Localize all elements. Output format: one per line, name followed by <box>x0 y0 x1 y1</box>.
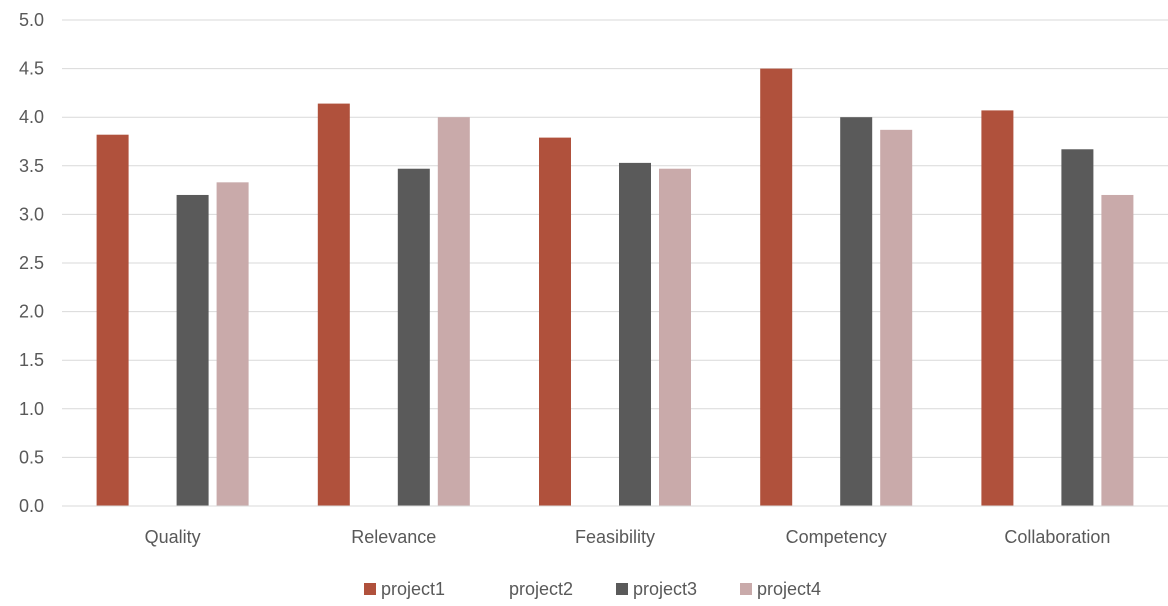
x-category-label: Competency <box>786 527 887 547</box>
legend-swatch-project1 <box>364 583 376 595</box>
bar-project4-feasibility <box>659 168 691 506</box>
x-axis-category-labels: Quality Relevance Feasibility Competency Col… <box>145 527 1111 547</box>
bar-project3-collaboration <box>1061 149 1094 506</box>
legend-swatch-project3 <box>616 583 628 595</box>
x-category-label: Feasibility <box>575 527 655 547</box>
legend-swatch-project2 <box>492 583 504 595</box>
bar-project1-feasibility <box>539 137 571 506</box>
y-tick-label: 0.5 <box>19 447 44 467</box>
bar-project3-competency <box>840 117 873 506</box>
legend: project1 project2 project3 project4 <box>364 579 821 599</box>
bar-project1-competency <box>760 68 793 506</box>
y-tick-label: 5.0 <box>19 10 44 30</box>
bar-project3-relevance <box>397 168 430 506</box>
legend-label-project2: project2 <box>509 579 573 599</box>
legend-label-project4: project4 <box>757 579 821 599</box>
bar-project3-quality <box>176 194 209 506</box>
bar-project4-collaboration <box>1101 194 1134 506</box>
legend-swatch-project4 <box>740 583 752 595</box>
y-tick-label: 3.5 <box>19 156 44 176</box>
y-tick-label: 1.0 <box>19 399 44 419</box>
y-tick-label: 2.5 <box>19 253 44 273</box>
bar-project1-relevance <box>317 103 350 506</box>
bars <box>96 68 1134 507</box>
y-tick-label: 0.0 <box>19 496 44 516</box>
y-tick-label: 3.0 <box>19 204 44 224</box>
y-tick-label: 2.0 <box>19 302 44 322</box>
y-tick-label: 1.5 <box>19 350 44 370</box>
bar-project3-feasibility <box>619 162 651 506</box>
legend-label-project1: project1 <box>381 579 445 599</box>
x-category-label: Quality <box>145 527 201 547</box>
y-tick-label: 4.0 <box>19 107 44 127</box>
legend-label-project3: project3 <box>633 579 697 599</box>
bar-project4-relevance <box>437 117 470 506</box>
bar-project1-quality <box>96 134 129 507</box>
y-tick-label: 4.5 <box>19 59 44 79</box>
bar-project4-quality <box>216 182 249 506</box>
x-category-label: Collaboration <box>1004 527 1110 547</box>
bar-project4-competency <box>880 129 913 506</box>
x-category-label: Relevance <box>351 527 436 547</box>
y-axis-tick-labels: 0.0 0.5 1.0 1.5 2.0 2.5 3.0 3.5 4.0 4.5 5.0 <box>19 10 44 516</box>
bar-project1-collaboration <box>981 110 1014 506</box>
